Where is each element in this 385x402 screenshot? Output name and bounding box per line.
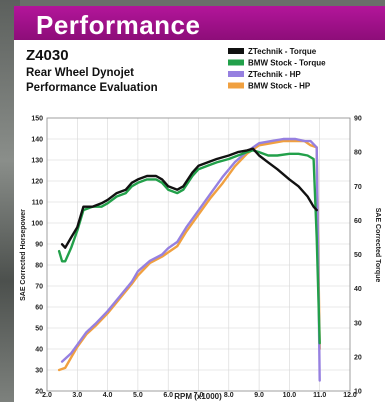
legend-label: ZTechnik - Torque: [248, 47, 317, 56]
grid: [47, 118, 350, 391]
x-tick-label: 5.0: [133, 392, 143, 399]
y-tick-label-right: 20: [354, 354, 362, 361]
x-tick-label: 10.0: [283, 392, 297, 399]
y-tick-label-left: 90: [35, 242, 43, 249]
x-tick-label: 3.0: [72, 392, 82, 399]
chart-title-line-2: Rear Wheel Dynojet: [26, 67, 134, 79]
x-tick-label: 7.0: [194, 392, 204, 399]
legend-swatch: [228, 59, 244, 66]
legend-swatch: [228, 71, 244, 77]
y-tick-label-left: 130: [31, 158, 43, 165]
x-tick-label: 2.0: [42, 392, 52, 399]
x-tick-label: 8.0: [224, 392, 234, 399]
y-tick-label-right: 40: [354, 286, 362, 293]
series-line-bmw-stock-hp: [57, 139, 321, 372]
y-tick-label-right: 60: [354, 218, 362, 225]
y-tick-label-left: 40: [35, 347, 43, 354]
series-line-ztechnik-hp: [60, 137, 321, 382]
y-tick-label-left: 140: [31, 137, 43, 144]
y-tick-label-right: 80: [354, 150, 362, 157]
y-tick-label-left: 110: [32, 200, 43, 207]
y-tick-label-left: 80: [35, 263, 43, 270]
y-tick-label-right: 10: [354, 389, 362, 396]
y-tick-label-left: 60: [35, 305, 43, 312]
x-tick-label: 4.0: [103, 392, 113, 399]
legend-swatch: [228, 82, 244, 89]
plot-border: [46, 117, 351, 392]
page-title: Performance: [36, 10, 201, 40]
y-tick-label-right: 90: [354, 116, 362, 123]
chart-title-line-3: Performance Evaluation: [26, 82, 158, 94]
y-tick-label-left: 70: [35, 284, 43, 291]
x-axis-label: RPM (x1000): [174, 392, 222, 401]
y-tick-label-right: 30: [354, 320, 362, 327]
y-tick-label-left: 120: [31, 179, 43, 186]
chart-title-model: Z4030: [26, 47, 69, 64]
tick-labels: 2.0 3.0 4.0 5.0 6.0 7.0 8.0 9.0 10.0 11.0 12.0 20 30…: [31, 116, 362, 400]
x-tick-label: 6.0: [163, 392, 173, 399]
x-tick-label: 11.0: [313, 392, 326, 399]
y-axis-right-label: SAE Corrected Torque: [374, 208, 381, 283]
y-tick-label-left: 20: [35, 389, 43, 396]
series-line-ztechnik-torque: [60, 147, 318, 249]
y-tick-label-right: 50: [354, 252, 362, 259]
legend-label: BMW Stock - HP: [248, 82, 311, 91]
legend-swatch: [228, 48, 244, 54]
y-tick-label-left: 50: [35, 326, 43, 333]
header-bar: Performance: [14, 6, 385, 40]
series-group: [57, 137, 321, 382]
legend-label: BMW Stock - Torque: [248, 59, 326, 68]
legend: ZTechnik - Torque BMW Stock - Torque ZTech…: [228, 47, 326, 91]
y-tick-label-left: 100: [31, 221, 43, 228]
x-tick-label: 12.0: [343, 392, 357, 399]
y-tick-label-left: 150: [31, 116, 43, 123]
y-axis-left-label: SAE Corrected Horsepower: [20, 209, 27, 301]
legend-label: ZTechnik - HP: [248, 70, 301, 79]
x-tick-label: 9.0: [254, 392, 264, 399]
y-tick-label-right: 70: [354, 184, 362, 191]
y-tick-label-left: 30: [35, 368, 43, 375]
